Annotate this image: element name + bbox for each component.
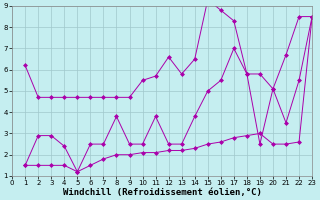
X-axis label: Windchill (Refroidissement éolien,°C): Windchill (Refroidissement éolien,°C) (63, 188, 261, 197)
